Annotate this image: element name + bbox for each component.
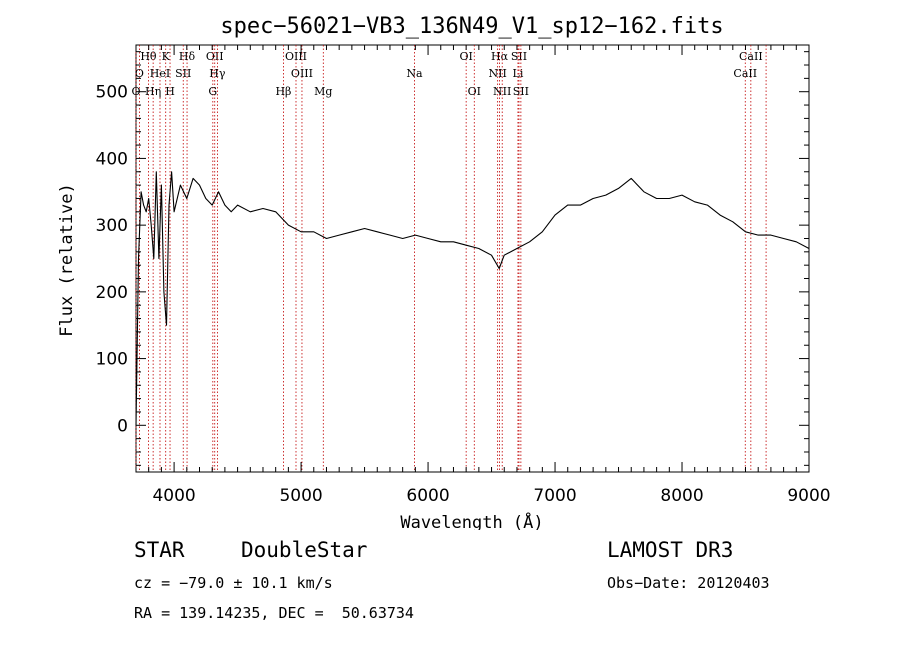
x-tick-label: 7000 bbox=[533, 486, 576, 506]
y-tick-label: 500 bbox=[96, 83, 128, 103]
coordinates-readout: RA = 139.14235, DEC = 50.63734 bbox=[134, 604, 414, 622]
marker-label: OIII bbox=[285, 50, 307, 63]
marker-label: SII bbox=[511, 50, 527, 63]
x-tick-label: 5000 bbox=[279, 486, 322, 506]
x-tick-label: 8000 bbox=[660, 486, 703, 506]
marker-label: OII bbox=[206, 50, 224, 63]
y-tick-label: 100 bbox=[96, 350, 128, 370]
marker-label: Li bbox=[513, 67, 524, 80]
plot-frame bbox=[135, 44, 810, 473]
series-line-spectrum bbox=[135, 171, 810, 426]
marker-label: NII bbox=[488, 67, 506, 80]
marker-label: CaII bbox=[739, 50, 763, 63]
marker-label: OI bbox=[468, 85, 481, 98]
marker-label: OI bbox=[459, 50, 472, 63]
y-axis: 0 100 200 300 400 500 bbox=[96, 51, 809, 466]
object-subclass: DoubleStar bbox=[241, 538, 368, 562]
marker-label: O bbox=[135, 67, 144, 80]
marker-label: Mg bbox=[314, 85, 332, 98]
chart-title: spec−56021−VB3_136N49_V1_sp12−162.fits bbox=[220, 14, 723, 39]
y-tick-label: 300 bbox=[96, 216, 128, 236]
marker-label: Na bbox=[406, 67, 423, 80]
marker-label: OIII bbox=[291, 67, 313, 80]
x-tick-label: 4000 bbox=[152, 486, 195, 506]
marker-label: Hβ bbox=[275, 85, 291, 98]
y-axis-label: Flux (relative) bbox=[57, 183, 77, 337]
y-tick-label: 0 bbox=[117, 416, 128, 436]
marker-label: Hη bbox=[145, 85, 161, 98]
marker-label: CaII bbox=[754, 0, 778, 3]
marker-label: Hδ bbox=[179, 50, 196, 63]
marker-label: NII bbox=[493, 85, 511, 98]
marker-label: H bbox=[165, 85, 175, 98]
marker-label: HeI bbox=[150, 67, 170, 80]
spectrum-plot: spec−56021−VB3_136N49_V1_sp12−162.fits H… bbox=[57, 0, 831, 530]
x-axis-label: Wavelength (Å) bbox=[400, 511, 543, 530]
y-tick-label: 400 bbox=[96, 149, 128, 169]
marker-label: Hα bbox=[491, 50, 509, 63]
marker-label: SII bbox=[175, 67, 191, 80]
marker-label: Hγ bbox=[209, 67, 226, 80]
x-axis: 4000 5000 6000 7000 8000 9000 bbox=[135, 45, 831, 506]
survey-name: LAMOST DR3 bbox=[607, 538, 734, 562]
y-tick-label: 200 bbox=[96, 283, 128, 303]
observation-date: Obs−Date: 20120403 bbox=[607, 574, 770, 592]
marker-label: Hθ bbox=[140, 50, 157, 63]
marker-label: SII bbox=[513, 85, 529, 98]
object-class: STAR bbox=[134, 538, 185, 562]
x-tick-label: 6000 bbox=[406, 486, 449, 506]
x-tick-label: 9000 bbox=[787, 486, 830, 506]
redshift-readout: cz = −79.0 ± 10.1 km/s bbox=[134, 574, 333, 592]
marker-label: K bbox=[162, 50, 171, 63]
marker-label: CaII bbox=[733, 67, 757, 80]
marker-label: G bbox=[208, 85, 217, 98]
spectrum-series bbox=[135, 171, 810, 426]
